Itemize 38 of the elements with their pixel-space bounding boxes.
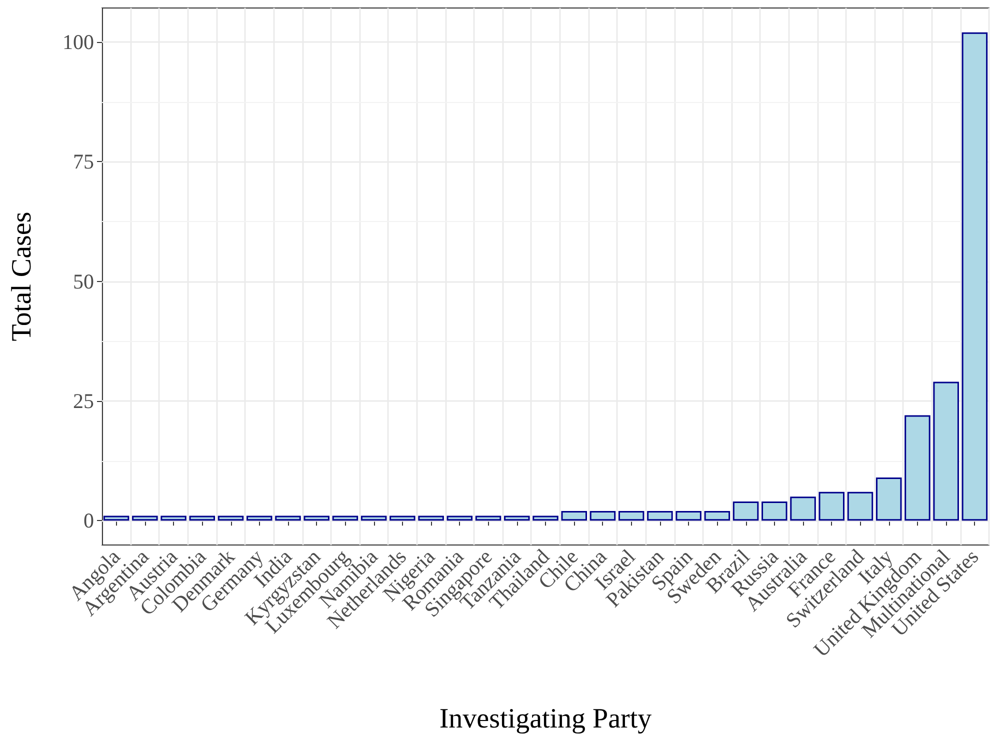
bar	[762, 501, 788, 521]
bar	[390, 516, 416, 521]
bar	[933, 382, 959, 521]
bar	[676, 511, 702, 521]
bar	[275, 516, 301, 521]
bar	[732, 501, 759, 521]
bar	[475, 516, 502, 521]
bar	[818, 492, 845, 521]
bar	[218, 516, 244, 521]
bar	[704, 511, 730, 521]
y-tick-label: 100	[62, 30, 94, 54]
bar	[446, 516, 473, 521]
bar	[876, 478, 902, 521]
bar	[132, 516, 158, 521]
bar	[160, 516, 186, 521]
bar	[304, 516, 330, 521]
bar	[418, 516, 444, 521]
bar	[618, 511, 644, 521]
bar	[189, 516, 216, 521]
y-tick-label: 0	[84, 508, 94, 533]
y-tick-label: 25	[73, 388, 94, 413]
bar	[904, 415, 930, 521]
bar	[790, 496, 816, 521]
bar	[504, 516, 530, 521]
bar	[561, 511, 587, 521]
bar	[246, 516, 272, 521]
y-tick-label: 75	[73, 150, 94, 174]
x-axis-title: Investigating Party	[439, 704, 652, 734]
bar	[103, 516, 130, 521]
y-axis-title: Total Cases	[6, 212, 38, 342]
bar	[590, 511, 616, 521]
bar	[962, 32, 988, 521]
bar	[360, 516, 387, 521]
bar	[532, 516, 558, 521]
y-tick-label: 50	[73, 269, 94, 294]
bar	[647, 511, 673, 521]
bar	[847, 492, 874, 521]
bar	[332, 516, 358, 521]
